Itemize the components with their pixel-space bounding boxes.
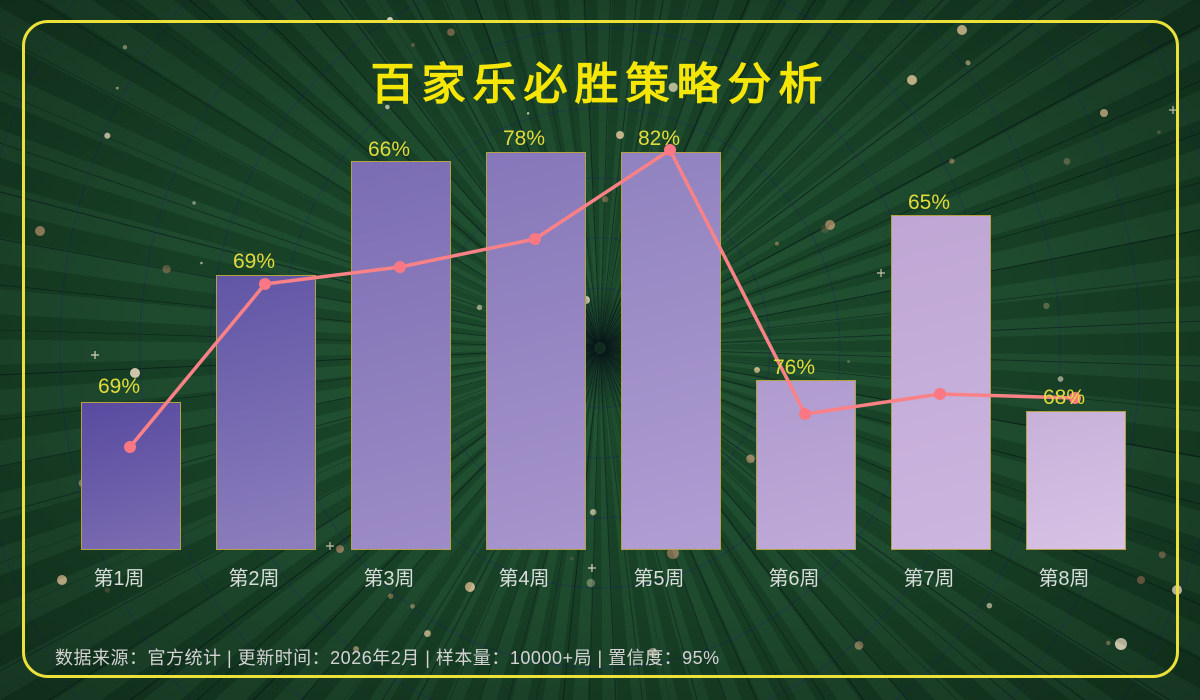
data-label-第2周: 69% <box>232 250 276 273</box>
data-label-第4周: 78% <box>502 127 546 150</box>
x-axis-label-第5周: 第5周 <box>633 568 685 590</box>
x-axis-label-第6周: 第6周 <box>768 568 820 590</box>
bar-第6周 <box>756 380 856 550</box>
bar-第4周 <box>486 152 586 550</box>
x-axis-label-第2周: 第2周 <box>228 568 280 590</box>
page-title: 百家乐必胜策略分析 <box>370 60 830 109</box>
data-label-第7周: 65% <box>907 191 951 214</box>
footer-note: 数据来源：官方统计 | 更新时间：2026年2月 | 样本量：10000+局 |… <box>55 648 720 668</box>
data-label-第5周: 82% <box>637 127 681 150</box>
bar-第1周 <box>81 402 181 550</box>
bar-第5周 <box>621 152 721 550</box>
bar-第7周 <box>891 215 991 550</box>
x-axis-label-第8周: 第8周 <box>1038 568 1090 590</box>
bar-第2周 <box>216 275 316 550</box>
x-axis-label-第3周: 第3周 <box>363 568 415 590</box>
bar-第3周 <box>351 161 451 550</box>
data-label-第8周: 68% <box>1042 386 1086 409</box>
data-label-第3周: 66% <box>367 138 411 161</box>
data-label-第1周: 69% <box>97 375 141 398</box>
x-axis-label-第7周: 第7周 <box>903 568 955 590</box>
data-label-第6周: 76% <box>772 356 816 379</box>
x-axis-label-第4周: 第4周 <box>498 568 550 590</box>
bar-第8周 <box>1026 411 1126 550</box>
x-axis-label-第1周: 第1周 <box>93 568 145 590</box>
